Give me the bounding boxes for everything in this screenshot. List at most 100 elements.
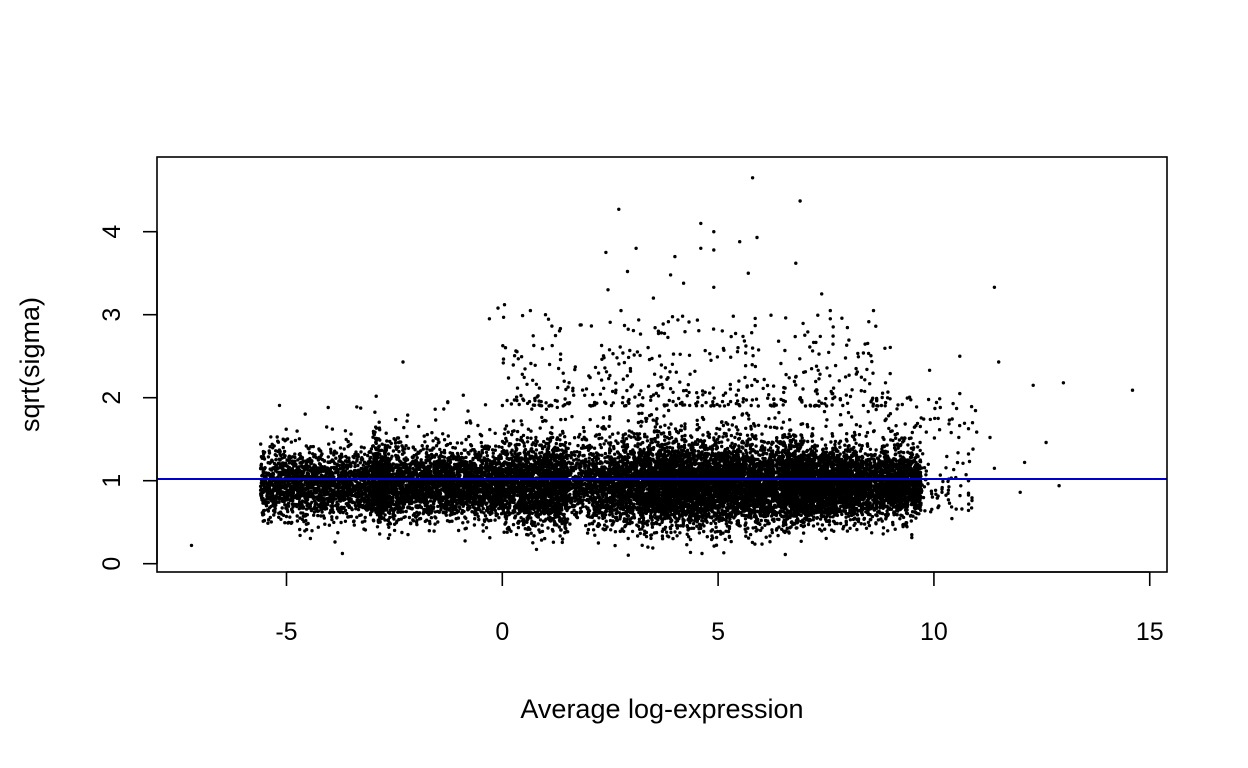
data-point — [493, 518, 497, 522]
data-point — [904, 511, 909, 515]
data-point — [585, 531, 590, 535]
data-point — [626, 419, 630, 423]
data-point — [269, 520, 273, 524]
data-point — [824, 424, 828, 428]
data-point — [488, 536, 492, 540]
data-point — [655, 422, 659, 426]
data-point — [733, 435, 737, 440]
data-point — [685, 532, 689, 536]
data-point — [335, 515, 339, 519]
data-point — [384, 431, 388, 435]
data-point — [776, 533, 780, 538]
data-point — [806, 439, 810, 444]
data-point — [881, 526, 886, 530]
data-point — [399, 517, 403, 521]
data-point — [708, 391, 712, 395]
data-point — [396, 440, 401, 445]
data-point — [557, 525, 561, 529]
data-point — [404, 509, 408, 514]
data-point — [355, 405, 359, 409]
data-point — [369, 447, 374, 451]
data-point — [748, 532, 753, 537]
data-point — [563, 417, 568, 422]
data-point — [538, 518, 543, 522]
data-point — [811, 518, 815, 522]
data-point — [663, 423, 667, 427]
data-point — [916, 445, 920, 449]
data-point — [295, 429, 299, 433]
data-point — [396, 510, 400, 514]
data-point — [663, 449, 667, 453]
data-point — [598, 443, 602, 447]
data-point — [616, 431, 620, 435]
data-point — [759, 518, 763, 523]
data-point — [597, 436, 601, 441]
data-point — [520, 423, 524, 427]
data-point — [945, 454, 949, 459]
data-point — [896, 403, 900, 407]
data-point — [625, 517, 630, 521]
data-point — [886, 529, 890, 533]
data-point — [402, 425, 406, 430]
data-point — [404, 444, 408, 448]
data-point — [838, 413, 843, 417]
data-point — [683, 425, 687, 429]
data-point — [744, 534, 748, 538]
data-point — [933, 488, 938, 492]
data-point — [824, 536, 828, 541]
data-point — [540, 415, 544, 420]
data-point — [607, 424, 611, 428]
data-point — [862, 522, 867, 526]
data-point — [345, 511, 349, 516]
data-point — [347, 515, 351, 519]
data-point — [289, 440, 294, 444]
data-points — [189, 176, 1135, 557]
data-point — [624, 437, 629, 441]
data-point — [343, 519, 348, 523]
data-point — [864, 526, 869, 530]
data-point — [944, 466, 948, 470]
data-point — [749, 424, 753, 429]
data-point — [823, 527, 827, 531]
data-point — [603, 451, 608, 456]
data-point — [880, 519, 884, 523]
data-point — [576, 443, 580, 448]
data-point — [375, 525, 380, 529]
data-point — [839, 521, 843, 526]
data-point — [639, 389, 643, 393]
data-point — [723, 537, 727, 542]
data-point — [602, 442, 606, 446]
data-point — [544, 407, 549, 411]
data-point — [653, 425, 657, 429]
data-point — [680, 434, 684, 439]
data-point — [274, 458, 278, 462]
data-point — [827, 523, 832, 527]
data-point — [378, 532, 382, 536]
data-point — [456, 528, 461, 533]
data-point — [946, 488, 951, 492]
data-point — [829, 440, 833, 444]
data-point — [645, 439, 650, 443]
data-point — [352, 523, 356, 527]
data-point — [423, 440, 427, 444]
data-point — [505, 530, 509, 534]
data-point — [538, 426, 542, 430]
data-point — [565, 508, 569, 513]
data-point — [688, 537, 693, 542]
data-point — [966, 427, 971, 431]
data-point — [873, 452, 877, 457]
data-point — [691, 521, 696, 526]
data-point — [639, 424, 643, 428]
data-point — [683, 433, 687, 438]
data-point — [340, 551, 345, 556]
data-point — [709, 537, 714, 542]
data-point — [326, 455, 330, 459]
data-point — [530, 407, 534, 411]
data-point — [533, 524, 538, 528]
data-point — [332, 440, 336, 444]
data-point — [845, 529, 850, 533]
data-point — [866, 453, 870, 457]
data-point — [718, 427, 722, 431]
data-point — [712, 519, 716, 523]
